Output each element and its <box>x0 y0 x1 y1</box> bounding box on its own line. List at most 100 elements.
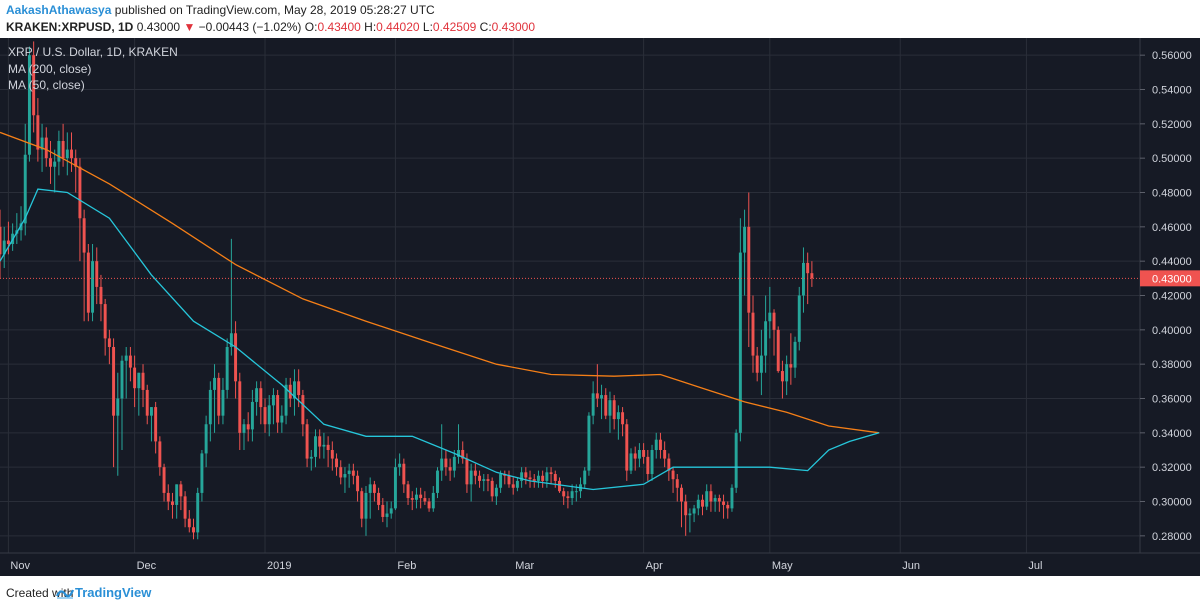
x-tick-label: Dec <box>137 560 157 572</box>
chart-legend: XRP / U.S. Dollar, 1D, KRAKEN MA (200, cl… <box>8 45 178 92</box>
candle-body <box>166 492 170 502</box>
y-tick-label: 0.54000 <box>1152 85 1192 97</box>
candle-body <box>440 458 444 471</box>
candle-body <box>759 355 763 373</box>
candle-body <box>419 494 423 499</box>
candle-body <box>726 504 730 509</box>
candle-body <box>780 371 784 382</box>
candle-body <box>149 407 153 416</box>
candle-body <box>208 389 212 425</box>
close-label: C: <box>479 20 492 34</box>
candle-body <box>242 424 246 433</box>
candle-body <box>280 415 284 423</box>
x-tick-label: Nov <box>10 560 30 572</box>
candle-body <box>570 491 574 499</box>
candle-body <box>32 55 36 116</box>
candle-body <box>196 492 200 533</box>
candle-body <box>74 158 78 167</box>
candle-body <box>297 381 301 396</box>
candle-body <box>801 262 805 296</box>
candle-body <box>478 475 482 481</box>
tradingview-logo-icon <box>56 586 75 605</box>
candle-body <box>171 501 174 505</box>
x-tick-label: Apr <box>646 560 663 572</box>
published-text: published on TradingView.com, May 28, 20… <box>114 3 435 17</box>
candle-body <box>406 484 410 499</box>
candle-body <box>238 381 242 433</box>
candle-body <box>789 364 793 368</box>
author-link[interactable]: AakashAthawasya <box>6 3 112 17</box>
current-price-badge <box>1140 270 1200 287</box>
candle-body <box>532 479 536 481</box>
candle-body <box>558 480 561 492</box>
candle-body <box>343 474 347 478</box>
candle-body <box>141 372 145 390</box>
candle-body <box>595 393 599 399</box>
candle-body <box>70 149 73 159</box>
candle-body <box>175 484 179 505</box>
candle-body <box>276 395 280 423</box>
candle-body <box>436 470 439 493</box>
candle-body <box>646 456 650 475</box>
candle-body <box>255 388 259 402</box>
candle-body <box>267 405 271 425</box>
candle-body <box>629 453 633 471</box>
candle-body <box>221 389 225 416</box>
candle-body <box>684 501 688 516</box>
candle-body <box>292 381 296 399</box>
candle-body <box>688 513 692 516</box>
candle-body <box>482 479 486 481</box>
candle-body <box>301 395 305 425</box>
candle-body <box>128 355 132 368</box>
candle-body <box>259 388 263 408</box>
candle-body <box>776 329 780 372</box>
x-tick-label: Jun <box>902 560 920 572</box>
candle-body <box>0 226 2 255</box>
candle-body <box>225 347 229 390</box>
created-with-text: Created with <box>6 586 74 600</box>
chart-panel[interactable]: 0.56000 0.54000 0.52000 0.50000 0.48000 0.460… <box>0 38 1200 576</box>
candle-body <box>696 499 700 509</box>
candle-body <box>95 261 99 287</box>
chart-title: XRP / U.S. Dollar, 1D, KRAKEN <box>8 45 178 59</box>
candle-body <box>515 480 519 488</box>
candle-body <box>705 491 709 507</box>
candle-body <box>587 415 591 471</box>
x-tick-label: May <box>772 560 793 572</box>
candle-body <box>6 240 10 244</box>
candle-body <box>187 518 191 528</box>
candle-body <box>158 441 162 468</box>
candle-body <box>574 491 578 493</box>
y-tick-label: 0.56000 <box>1152 50 1192 62</box>
candle-body <box>44 137 48 159</box>
candle-body <box>402 463 406 485</box>
candle-body <box>61 141 65 159</box>
current-price-label: 0.43000 <box>1152 273 1192 285</box>
candle-body <box>364 492 368 519</box>
candle-body <box>200 453 204 493</box>
candle-body <box>360 491 364 519</box>
x-tick-label: Mar <box>515 560 534 572</box>
price-chart[interactable]: 0.56000 0.54000 0.52000 0.50000 0.48000 0.460… <box>0 38 1200 576</box>
candle-body <box>511 484 515 488</box>
candle-body <box>120 360 124 399</box>
down-arrow-icon: ▼ <box>183 20 196 34</box>
y-tick-label: 0.52000 <box>1152 119 1192 131</box>
open-label: O: <box>304 20 318 34</box>
candle-body <box>797 295 801 342</box>
y-tick-label: 0.42000 <box>1152 291 1192 303</box>
candle-body <box>600 395 604 399</box>
high-label: H: <box>364 20 377 34</box>
candle-body <box>250 401 254 430</box>
y-tick-label: 0.28000 <box>1152 531 1192 543</box>
candle-body <box>490 480 494 497</box>
candle-body <box>246 424 250 430</box>
candle-body <box>305 424 309 459</box>
candle-body <box>179 484 183 497</box>
candle-body <box>112 347 116 416</box>
candle-body <box>675 479 679 488</box>
tradingview-brand[interactable]: TradingView <box>75 585 152 600</box>
ma50-line <box>0 188 880 491</box>
candle-body <box>65 149 69 159</box>
candle-body <box>810 273 814 279</box>
